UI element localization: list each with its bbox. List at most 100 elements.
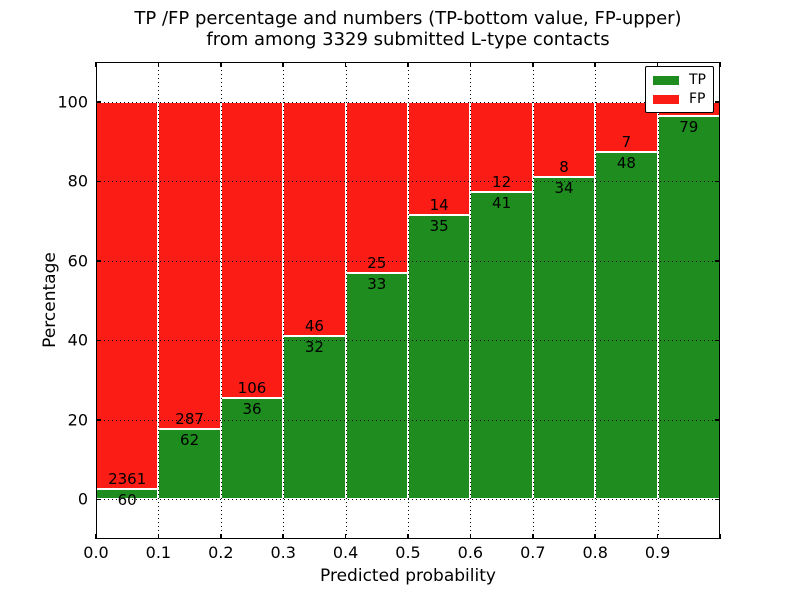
y-tick-left	[96, 260, 101, 262]
fp-bar-segment	[283, 101, 346, 337]
x-tick-top	[594, 62, 596, 67]
v-gridline	[657, 62, 659, 539]
legend-item-fp: FP	[653, 90, 706, 107]
x-tick-label: 0.3	[270, 543, 296, 562]
x-tick-bottom	[594, 534, 596, 539]
y-tick-label: 20	[67, 410, 88, 430]
x-tick-top	[532, 62, 534, 67]
y-tick-left	[96, 419, 101, 421]
tp-count-label: 48	[616, 154, 636, 173]
y-tick-left	[96, 339, 101, 342]
tp-count-label: 32	[304, 338, 324, 357]
y-tick-right	[715, 419, 720, 421]
legend-label-fp: FP	[689, 90, 706, 107]
y-tick-left	[96, 180, 101, 183]
x-tick-top	[407, 62, 409, 67]
fp-count-label: 287	[175, 409, 204, 428]
fp-count-label: 14	[429, 196, 449, 215]
x-tick-label: 0.9	[644, 543, 671, 562]
y-tick-right	[715, 101, 720, 103]
y-tick-right	[715, 180, 720, 183]
legend-swatch-fp-icon	[653, 94, 679, 104]
v-gridline	[408, 62, 409, 539]
x-tick-label: 0.7	[520, 543, 546, 562]
tp-count-label: 35	[429, 217, 449, 236]
x-tick-label: 0.5	[395, 543, 421, 562]
plot-area: TP FP 2361 60 287 62 106 36 46 32 25 33 14 35 12 41 8 3…	[95, 62, 721, 539]
chart-title: TP /FP percentage and numbers (TP-bottom…	[96, 8, 720, 50]
legend-swatch-tp-icon	[653, 75, 679, 85]
fp-count-label: 8	[559, 158, 569, 177]
y-tick-left	[96, 498, 101, 501]
tp-count-label: 34	[554, 179, 574, 198]
legend: TP FP	[645, 66, 714, 113]
x-tick-label: 0.2	[208, 543, 234, 562]
tp-count-label: 33	[367, 275, 387, 294]
x-tick-bottom	[407, 534, 409, 539]
tp-bar-segment	[283, 336, 346, 500]
x-tick-bottom	[344, 534, 347, 539]
v-gridline	[345, 62, 347, 539]
x-tick-label: 0.0	[83, 543, 109, 562]
v-gridline	[220, 62, 222, 539]
v-gridline	[470, 62, 472, 539]
y-tick-right	[715, 498, 720, 501]
fp-count-label: 25	[367, 254, 387, 273]
x-tick-label: 0.6	[457, 543, 484, 562]
y-tick-left	[96, 101, 101, 103]
x-tick-bottom	[719, 534, 721, 539]
x-tick-bottom	[469, 534, 472, 539]
x-axis-label: Predicted probability	[320, 566, 496, 586]
fp-count-label: 12	[492, 172, 512, 191]
x-tick-top	[220, 62, 222, 67]
y-tick-label: 60	[67, 251, 88, 271]
v-gridline	[532, 62, 534, 539]
y-tick-label: 40	[67, 330, 88, 350]
x-tick-bottom	[656, 534, 659, 539]
x-tick-top	[157, 62, 160, 67]
chart-title-line2: from among 3329 submitted L-type contact…	[206, 29, 610, 50]
fp-bar-segment	[408, 101, 471, 216]
y-tick-label: 80	[67, 171, 88, 191]
x-tick-top	[656, 62, 659, 67]
tp-bar-segment	[408, 215, 471, 500]
tp-count-label: 79	[679, 118, 699, 137]
tp-bar-segment	[158, 428, 221, 500]
tp-bar-segment	[220, 398, 284, 500]
tp-count-label: 36	[242, 400, 262, 419]
tp-bar-segment	[532, 177, 596, 500]
x-tick-top	[344, 62, 347, 67]
v-gridline	[595, 62, 597, 539]
tp-bar-segment	[345, 273, 408, 500]
fp-count-label: 106	[237, 379, 267, 398]
fp-count-label: 46	[304, 317, 324, 336]
x-tick-label: 0.1	[145, 543, 172, 562]
fp-bar-segment	[158, 101, 221, 429]
fp-bar-segment	[345, 101, 408, 274]
fp-count-label: 2361	[108, 470, 147, 489]
tp-bar-segment	[470, 191, 533, 500]
x-tick-label: 0.8	[582, 543, 608, 562]
x-tick-top	[95, 62, 97, 67]
fp-count-label: 7	[621, 133, 632, 152]
y-tick-right	[715, 260, 720, 262]
v-gridline	[158, 62, 160, 539]
x-tick-bottom	[95, 534, 97, 539]
x-tick-bottom	[282, 534, 284, 539]
fp-bar-segment	[96, 101, 159, 490]
y-tick-right	[715, 339, 720, 342]
x-tick-top	[719, 62, 721, 67]
legend-label-tp: TP	[689, 71, 706, 88]
tp-bar-segment	[657, 116, 720, 500]
y-tick-label: 0	[77, 489, 88, 509]
x-tick-bottom	[220, 534, 222, 539]
x-tick-bottom	[157, 534, 160, 539]
fp-bar-segment	[220, 101, 284, 399]
tp-count-label: 62	[180, 430, 200, 449]
y-tick-label: 100	[57, 92, 88, 112]
tp-bar-segment	[595, 152, 658, 500]
tp-count-label: 41	[492, 193, 512, 212]
x-tick-top	[469, 62, 472, 67]
y-axis-label: Percentage	[40, 252, 60, 348]
